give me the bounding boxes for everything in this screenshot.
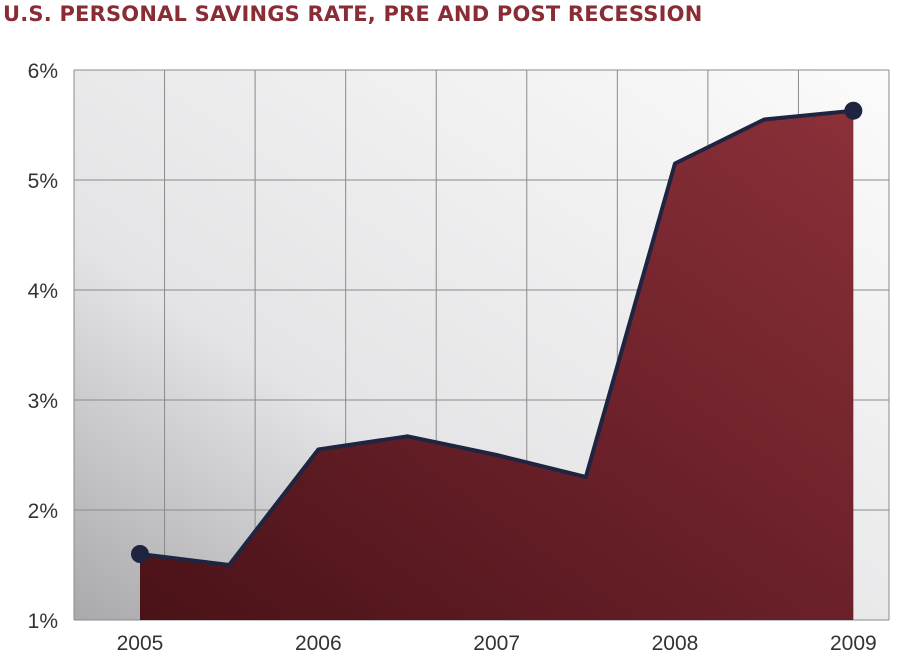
savings-rate-area	[139, 110, 854, 620]
data-point-marker	[844, 101, 863, 120]
area-layer	[139, 108, 854, 620]
marker-layer	[130, 101, 863, 563]
y-tick-label: 2%	[28, 500, 58, 523]
x-tick-label: 2007	[473, 632, 520, 655]
chart-title: U.S. PERSONAL SAVINGS RATE, PRE AND POST…	[3, 2, 703, 26]
y-tick-label: 5%	[28, 170, 58, 193]
savings-rate-line	[139, 108, 854, 567]
y-axis-ticks: 1% 2% 3% 4% 5% 6%	[28, 60, 58, 633]
y-tick-label: 4%	[28, 280, 58, 303]
y-tick-label: 6%	[28, 60, 58, 83]
y-tick-label: 3%	[28, 390, 58, 413]
x-tick-label: 2009	[830, 632, 877, 655]
y-tick-label: 1%	[28, 610, 58, 633]
x-tick-label: 2005	[117, 632, 164, 655]
x-tick-label: 2008	[652, 632, 699, 655]
x-axis-ticks: 2005 2006 2007 2008 2009	[117, 632, 877, 655]
x-tick-label: 2006	[295, 632, 342, 655]
data-point-marker	[130, 545, 149, 563]
